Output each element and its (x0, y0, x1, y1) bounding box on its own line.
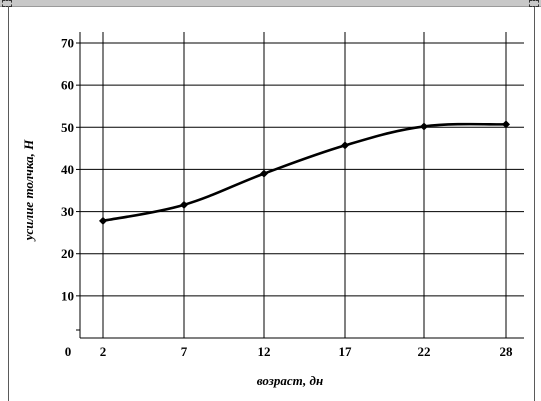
x-tick-label-22: 22 (418, 344, 431, 359)
tick-labels: 10 20 30 40 50 60 70 2 7 12 17 22 28 0 (61, 36, 513, 360)
y-tick-label-40: 40 (61, 162, 74, 177)
data-point-x28 (502, 120, 510, 129)
y-tick-label-10: 10 (61, 288, 74, 303)
corner-resize-handle-left[interactable] (2, 0, 12, 7)
y-axis-title: усилие толчка, Н (21, 139, 36, 242)
data-point-x12 (260, 169, 268, 178)
y-tick-label-60: 60 (61, 78, 74, 93)
window-top-bar (0, 0, 541, 7)
data-point-x7 (180, 200, 188, 209)
x-axis-title: возраст, дн (257, 373, 323, 388)
origin-label: 0 (65, 344, 72, 359)
series-group (99, 120, 510, 225)
data-point-x22 (420, 122, 428, 131)
data-point-x17 (341, 141, 349, 150)
x-tick-label-17: 17 (339, 344, 353, 359)
y-tick-label-50: 50 (61, 120, 74, 135)
y-tick-label-20: 20 (61, 246, 74, 261)
grid-lines (76, 32, 524, 339)
series-line (102, 122, 507, 223)
corner-resize-handle-right[interactable] (529, 0, 539, 7)
y-tick-label-70: 70 (61, 36, 74, 51)
x-tick-label-28: 28 (500, 344, 514, 359)
x-tick-label-2: 2 (100, 344, 107, 359)
x-tick-label-7: 7 (181, 344, 188, 359)
data-point-x2 (99, 216, 107, 225)
chart-frame (8, 7, 535, 401)
y-tick-label-30: 30 (61, 204, 74, 219)
x-tick-label-12: 12 (258, 344, 271, 359)
